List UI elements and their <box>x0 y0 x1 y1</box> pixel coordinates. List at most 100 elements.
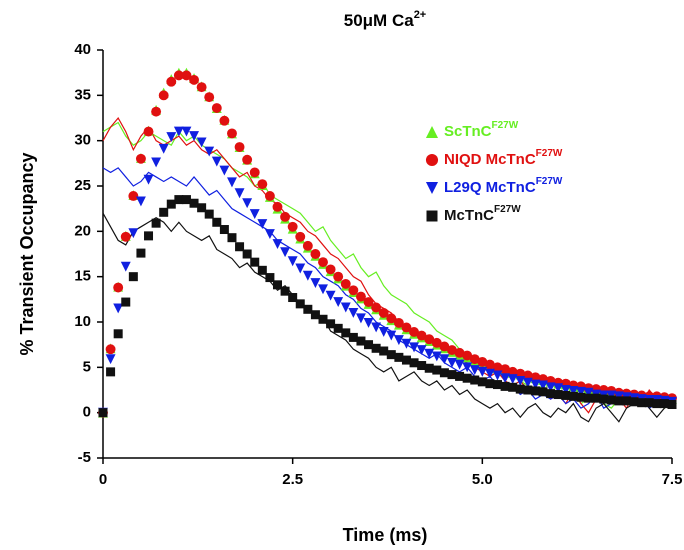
data-point <box>378 307 389 318</box>
data-point <box>613 391 624 402</box>
data-point <box>348 332 358 342</box>
data-point <box>158 143 169 154</box>
data-point <box>295 231 306 242</box>
data-point <box>257 219 268 230</box>
legend-label: NIQD McTnCF27W <box>444 148 563 168</box>
data-point <box>173 126 184 137</box>
data-point <box>113 303 124 314</box>
data-point <box>424 348 435 359</box>
data-point <box>235 242 245 252</box>
data-point <box>378 327 389 337</box>
data-point <box>432 365 442 375</box>
data-point <box>272 280 282 290</box>
data-point <box>166 76 177 87</box>
legend-name: L29Q McTnC <box>444 179 536 196</box>
legend-superscript: F27W <box>536 176 563 187</box>
data-point <box>151 157 162 168</box>
data-point <box>136 248 146 258</box>
data-point <box>409 358 419 368</box>
data-point <box>348 307 359 318</box>
y-tick-label: 0 <box>83 404 91 421</box>
data-point <box>485 379 495 389</box>
y-tick-label: 40 <box>74 41 91 58</box>
data-point <box>553 390 563 400</box>
y-tick-label: 15 <box>74 268 91 285</box>
legend-marker <box>425 153 439 167</box>
data-point <box>272 239 283 249</box>
data-point <box>151 218 161 228</box>
data-point <box>515 384 525 394</box>
legend-label: McTnCF27W <box>444 204 521 224</box>
data-point <box>106 367 116 377</box>
data-point <box>454 359 465 370</box>
data-point <box>614 396 624 406</box>
data-point <box>120 231 131 242</box>
data-point <box>196 82 207 93</box>
data-point <box>439 354 450 365</box>
data-point <box>143 126 154 137</box>
data-point <box>189 198 199 208</box>
y-tick-label: 30 <box>74 132 91 149</box>
data-point <box>121 297 131 307</box>
data-point <box>484 368 495 379</box>
data-point <box>249 209 260 220</box>
data-point <box>113 282 124 293</box>
data-point <box>348 285 359 296</box>
data-point <box>257 179 268 190</box>
data-point <box>219 165 230 176</box>
data-point <box>606 390 617 401</box>
data-point <box>591 393 601 403</box>
y-tick-label: 25 <box>74 177 91 194</box>
data-point <box>508 382 518 392</box>
data-point <box>492 362 503 373</box>
data-point <box>325 264 336 275</box>
data-point <box>318 284 328 295</box>
data-point <box>227 128 237 139</box>
data-point <box>105 344 116 355</box>
data-point <box>568 391 578 401</box>
data-point <box>583 387 594 398</box>
data-point <box>212 217 222 227</box>
data-point <box>310 249 321 259</box>
data-point <box>280 247 291 258</box>
data-point <box>295 299 305 309</box>
y-tick-label: -5 <box>78 449 91 466</box>
data-point <box>181 70 192 81</box>
y-tick-label: 5 <box>83 358 91 375</box>
data-point <box>568 385 579 396</box>
data-point <box>462 362 473 373</box>
data-point <box>454 347 465 358</box>
data-point <box>341 328 351 338</box>
data-point <box>242 154 253 165</box>
legend-superscript: F27W <box>492 120 519 131</box>
data-point <box>166 132 177 142</box>
legend-marker <box>426 210 438 222</box>
y-tick-label: 20 <box>74 222 91 239</box>
data-point <box>158 90 169 101</box>
data-point <box>181 126 192 137</box>
data-point <box>355 291 366 302</box>
data-point <box>310 278 321 288</box>
data-point <box>105 354 116 365</box>
data-point <box>455 371 465 381</box>
chart-title: 50μM Ca2+ <box>344 9 426 31</box>
data-point <box>522 377 533 388</box>
data-point <box>325 290 336 301</box>
data-point <box>288 293 298 303</box>
x-tick-label: 2.5 <box>282 471 303 488</box>
data-point <box>333 271 344 282</box>
data-point <box>371 343 381 353</box>
data-point <box>379 346 389 356</box>
data-point <box>447 357 457 368</box>
legend-marker <box>425 125 439 139</box>
y-tick-label: 35 <box>74 86 91 103</box>
data-point <box>144 231 154 241</box>
data-point <box>204 146 215 157</box>
data-point <box>394 352 404 362</box>
legend-marker <box>425 181 439 195</box>
data-point <box>189 74 199 85</box>
data-point <box>302 270 313 281</box>
data-point <box>393 317 404 328</box>
data-point <box>204 209 214 219</box>
